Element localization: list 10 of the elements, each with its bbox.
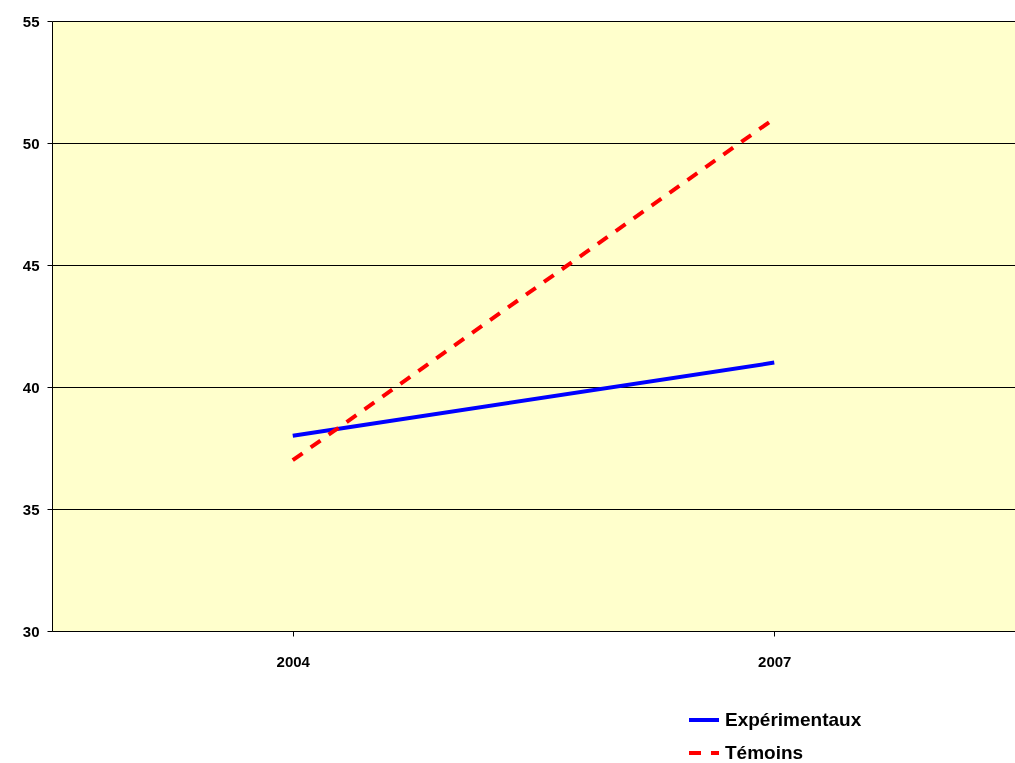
y-tick-label: 35 <box>22 500 40 518</box>
y-tick-label: 40 <box>22 378 40 396</box>
y-tick-label: 50 <box>22 134 40 152</box>
legend-label: Témoins <box>725 742 804 763</box>
y-tick-label: 45 <box>22 256 40 274</box>
y-tick-label: 55 <box>22 12 40 30</box>
y-tick-label: 30 <box>22 622 40 640</box>
legend-label: Expérimentaux <box>725 709 862 730</box>
x-tick-label: 2004 <box>276 652 311 670</box>
x-tick-label: 2007 <box>758 652 792 670</box>
